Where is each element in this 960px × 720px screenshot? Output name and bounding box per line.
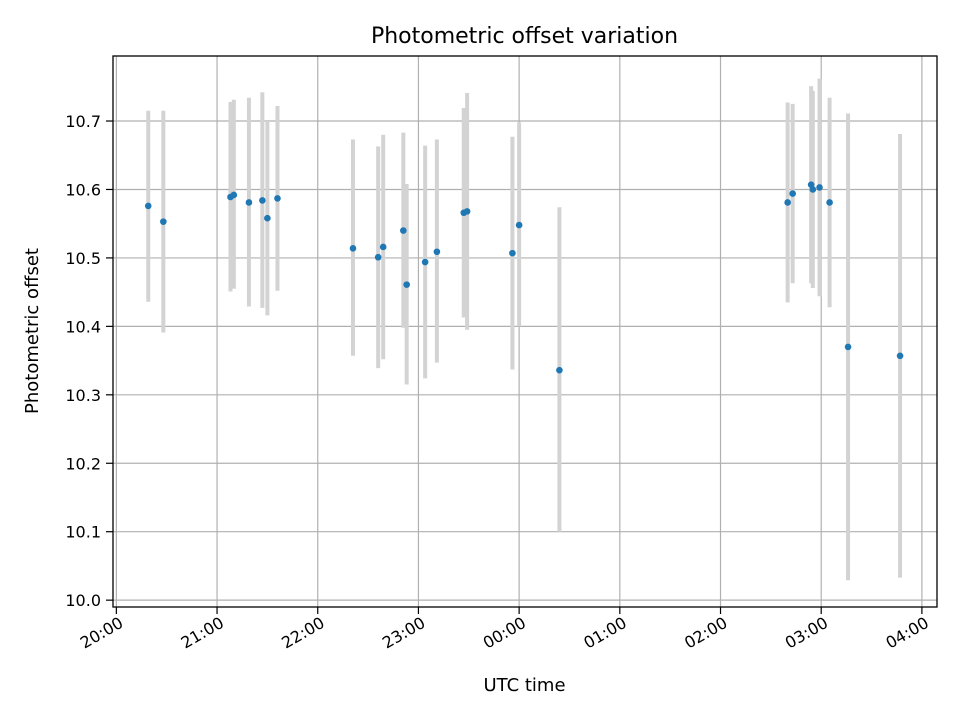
data-point bbox=[144, 202, 152, 210]
chart-title: Photometric offset variation bbox=[371, 24, 678, 49]
y-tick-label: 10.5 bbox=[65, 249, 101, 268]
data-point bbox=[349, 245, 357, 252]
data-point bbox=[400, 227, 407, 234]
y-tick-label: 10.6 bbox=[65, 180, 101, 199]
data-point bbox=[245, 199, 253, 206]
data-point bbox=[844, 343, 852, 351]
plot-frame bbox=[112, 55, 938, 608]
data-point bbox=[403, 281, 410, 288]
y-tick-label: 10.3 bbox=[65, 386, 101, 405]
y-tick-label: 10.0 bbox=[65, 591, 101, 610]
data-point bbox=[463, 208, 471, 215]
data-point bbox=[421, 258, 429, 266]
data-point bbox=[230, 191, 238, 199]
data-point bbox=[556, 366, 563, 374]
data-point bbox=[826, 199, 833, 206]
y-tick-label: 10.7 bbox=[65, 112, 101, 131]
data-point bbox=[160, 218, 167, 225]
data-point bbox=[433, 248, 441, 256]
grid-layer bbox=[113, 56, 937, 607]
y-tick-label: 10.2 bbox=[65, 454, 101, 473]
data-point bbox=[264, 214, 271, 222]
data-point bbox=[789, 190, 796, 197]
y-tick-label: 10.1 bbox=[65, 523, 101, 542]
data-point bbox=[816, 184, 823, 191]
data-point bbox=[809, 186, 817, 193]
data-point bbox=[896, 352, 904, 360]
data-point bbox=[509, 249, 516, 257]
y-ticks: 10.0 10.1 10.2 10.3 10.4 10.5 10.6 10.7 bbox=[65, 112, 113, 610]
data-point bbox=[515, 221, 523, 229]
data-point bbox=[274, 195, 281, 202]
data-point bbox=[374, 253, 382, 261]
data-point bbox=[379, 243, 387, 251]
y-tick-label: 10.4 bbox=[65, 317, 101, 336]
x-axis-label: UTC time bbox=[483, 675, 565, 696]
data-point bbox=[784, 199, 791, 206]
data-point bbox=[259, 197, 266, 204]
y-axis-label: Photometric offset bbox=[22, 248, 43, 414]
point-layer bbox=[144, 181, 904, 374]
